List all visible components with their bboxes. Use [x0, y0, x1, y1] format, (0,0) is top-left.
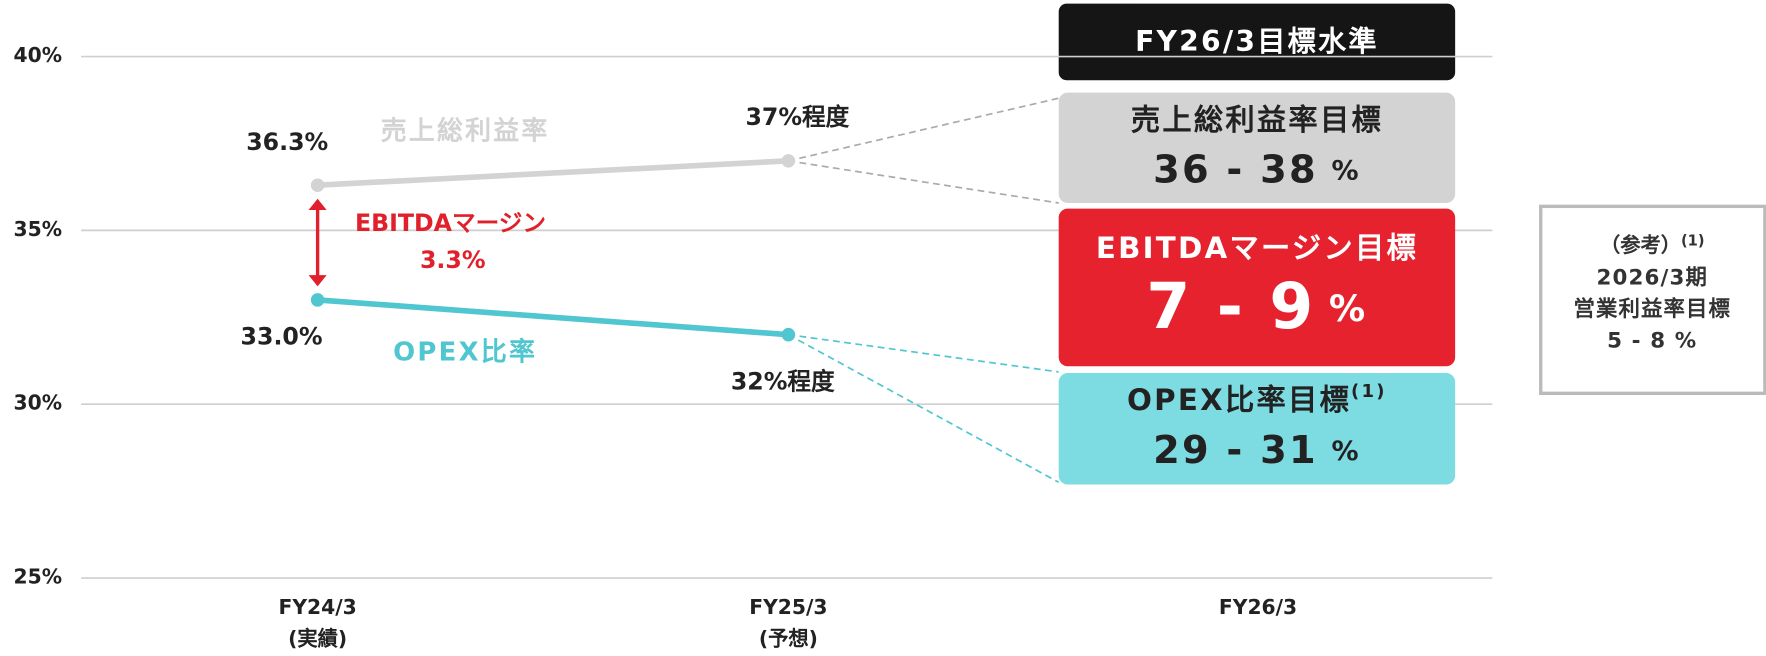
target-unit: %	[1331, 435, 1360, 466]
series-name: OPEX比率	[393, 336, 537, 367]
target-unit: %	[1329, 289, 1367, 330]
target-range: 7 - 9%	[1146, 269, 1367, 343]
reference-line: 2026/3期	[1597, 265, 1708, 290]
target-box	[1058, 373, 1456, 485]
data-label: 32%程度	[731, 368, 835, 396]
data-label: 33.0%	[241, 323, 323, 351]
target-title-text: OPEX比率目標	[1127, 383, 1351, 417]
target-range: 36 - 38%	[1153, 147, 1361, 192]
target-note: (1)	[1351, 381, 1387, 402]
x-tick-sublabel: (予想)	[759, 626, 818, 650]
target-title: OPEX比率目標(1)	[1127, 381, 1387, 417]
target-header: FY26/3目標水準	[1135, 25, 1379, 58]
data-point	[310, 178, 325, 192]
target-range: 29 - 31%	[1153, 427, 1361, 472]
x-tick-label: FY24/3	[278, 595, 356, 619]
reference-line: 5 - 8 %	[1607, 329, 1697, 354]
data-point	[781, 154, 796, 168]
target-unit: %	[1331, 155, 1360, 186]
target-title-text: 売上総利益率目標	[1131, 102, 1383, 136]
connector	[788, 160, 1059, 204]
x-tick-label: FY26/3	[1219, 595, 1297, 619]
connector	[788, 97, 1059, 162]
connector	[787, 333, 1060, 484]
target-title: EBITDAマージン目標	[1096, 231, 1418, 265]
reference-line: 営業利益率目標	[1573, 296, 1731, 322]
series-name: 売上総利益率	[381, 116, 550, 147]
reference-title-text: （参考）	[1600, 232, 1681, 256]
target-box	[1058, 92, 1456, 203]
x-tick-sublabel: (実績)	[288, 626, 347, 650]
y-tick-label: 35%	[14, 217, 63, 241]
data-label: 37%程度	[745, 103, 849, 131]
target-title-text: EBITDAマージン目標	[1096, 231, 1418, 265]
annotation-value: 3.3%	[420, 246, 486, 274]
reference-box	[1539, 204, 1766, 396]
connector	[788, 333, 1059, 373]
data-label: 36.3%	[246, 128, 328, 156]
series-line	[317, 297, 789, 338]
reference-title: （参考）(1)	[1600, 232, 1705, 256]
target-range-text: 29 - 31	[1153, 427, 1318, 472]
series-line	[317, 158, 789, 189]
reference-note: (1)	[1681, 232, 1705, 249]
data-point	[781, 327, 796, 342]
data-point	[310, 293, 325, 307]
target-range-text: 7 - 9	[1146, 269, 1315, 343]
target-header-box	[1058, 3, 1456, 81]
x-tick-label: FY25/3	[749, 595, 827, 619]
y-tick-label: 40%	[14, 43, 63, 67]
target-range-text: 36 - 38	[1153, 147, 1318, 192]
y-tick-label: 25%	[14, 565, 63, 589]
target-box	[1058, 208, 1456, 367]
target-title: 売上総利益率目標	[1131, 102, 1383, 136]
annotation-label: EBITDAマージン	[355, 209, 546, 237]
y-tick-label: 30%	[14, 391, 63, 415]
